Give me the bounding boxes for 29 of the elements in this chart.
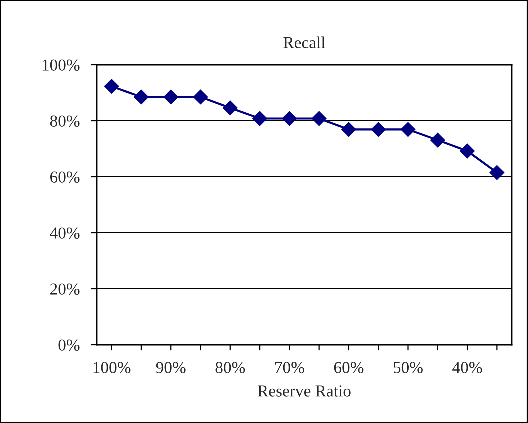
point <box>252 111 268 126</box>
point <box>282 111 298 126</box>
point <box>400 122 416 138</box>
point <box>223 100 238 116</box>
point <box>460 144 475 159</box>
y-tick-label: 80% <box>50 116 80 127</box>
y-tick-label: 20% <box>50 284 80 295</box>
x-tick-label: 80% <box>216 362 246 374</box>
x-axis-title: Reserve Ratio <box>258 386 351 397</box>
point <box>164 90 178 105</box>
y-tick-label: 40% <box>50 228 80 239</box>
point <box>430 132 446 148</box>
y-tick-label: 100% <box>42 60 80 71</box>
point <box>371 122 386 138</box>
x-tick-label: 90% <box>156 362 186 374</box>
point <box>342 122 356 138</box>
x-tick-label: 50% <box>394 362 423 374</box>
point <box>104 79 120 94</box>
y-tick-label: 60% <box>50 172 80 183</box>
point <box>490 165 505 180</box>
x-tick-label: 100% <box>94 362 131 374</box>
x-tick-label: 40% <box>452 362 482 374</box>
chart-title: Recall <box>284 36 326 48</box>
x-tick-label: 70% <box>276 362 304 374</box>
y-tick-label: 0% <box>58 340 80 351</box>
point <box>312 111 327 126</box>
x-tick-label: 60% <box>334 362 364 374</box>
point <box>193 90 208 105</box>
point <box>134 90 149 105</box>
